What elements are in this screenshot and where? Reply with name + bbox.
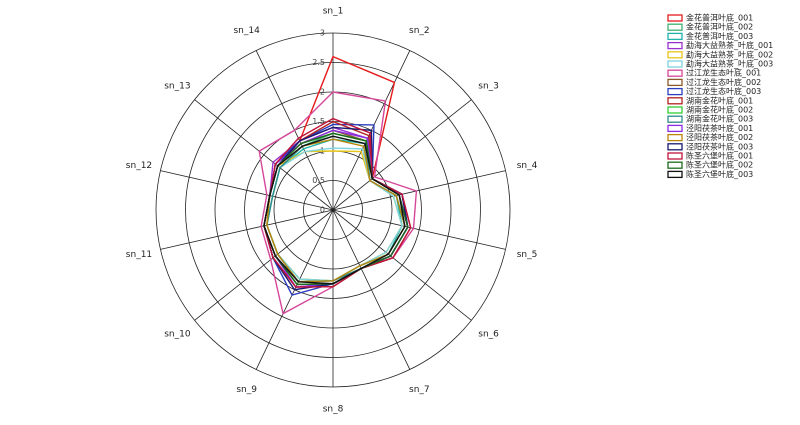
spoke <box>194 209 334 321</box>
legend-label: 金花普洱叶底_002 <box>686 22 753 32</box>
legend-swatch <box>667 133 683 142</box>
series-line <box>263 120 412 288</box>
legend-swatch <box>667 124 683 133</box>
legend-swatch <box>667 87 683 96</box>
axis-label: sn_9 <box>236 385 257 395</box>
legend-swatch <box>667 41 683 50</box>
legend-swatch <box>667 78 683 87</box>
axis-label: sn_1 <box>323 7 344 17</box>
r-tick-label: 3 <box>320 29 325 38</box>
axis-label: sn_7 <box>409 385 430 395</box>
legend-swatch <box>667 23 683 31</box>
series-line <box>263 55 409 286</box>
r-tick-label: 1.5 <box>312 117 325 126</box>
legend-swatch <box>667 14 683 22</box>
legend-label: 泾阳茯茶叶底_001 <box>686 123 753 133</box>
axis-label: sn_3 <box>478 81 499 91</box>
spoke <box>332 209 411 370</box>
legend-swatch <box>667 152 683 160</box>
legend-label: 金花普洱叶底_001 <box>686 13 753 23</box>
spoke <box>160 170 334 211</box>
legend-label: 勐海大益熟茶_叶底_001 <box>686 40 773 50</box>
legend-swatch <box>667 143 683 151</box>
spoke <box>194 99 334 211</box>
legend-label: 泾阳茯茶叶底_003 <box>686 141 753 151</box>
legend-swatch <box>667 106 683 114</box>
legend-label: 金花普洱叶底_003 <box>686 31 753 41</box>
legend-swatch <box>667 60 683 68</box>
series-line <box>263 135 406 285</box>
legend-label: 过江龙生态叶底_002 <box>686 77 761 87</box>
legend-label: 勐海大益熟茶_叶底_002 <box>686 49 773 59</box>
legend-swatch <box>667 170 683 179</box>
axis-label: sn_14 <box>233 26 260 36</box>
legend-label: 勐海大益熟茶_叶底_003 <box>686 59 773 69</box>
axis-label: sn_4 <box>517 161 538 171</box>
legend-label: 湖南金花叶底_003 <box>686 114 753 124</box>
r-tick-label: 2 <box>320 88 325 97</box>
r-tick-label: 0 <box>320 206 325 215</box>
axis-label: sn_5 <box>517 250 538 260</box>
axis-label: sn_8 <box>323 405 344 415</box>
legend-label: 过江龙生态叶底_003 <box>686 86 761 96</box>
legend-label: 陈圣六堡叶底_003 <box>686 169 753 179</box>
legend-swatch <box>667 115 683 123</box>
axis-label: sn_6 <box>478 330 499 340</box>
spoke <box>332 209 506 250</box>
axis-label: sn_2 <box>409 26 430 36</box>
legend-swatch <box>667 97 683 105</box>
spoke <box>332 209 472 321</box>
spoke <box>332 170 506 211</box>
legend-label: 陈圣六堡叶底_001 <box>686 151 753 161</box>
axis-label: sn_10 <box>164 330 191 340</box>
legend-swatch <box>667 32 683 41</box>
legend-label: 陈圣六堡叶底_002 <box>686 160 753 170</box>
series-line <box>263 117 412 288</box>
spoke <box>332 99 472 211</box>
legend-swatch <box>667 51 683 59</box>
axis-label: sn_12 <box>126 161 152 171</box>
legend-label: 泾阳茯茶叶底_002 <box>686 132 753 142</box>
axis-label: sn_13 <box>164 81 190 91</box>
legend-label: 过江龙生态叶底_001 <box>686 68 761 78</box>
legend-label: 湖南金花叶底_002 <box>686 105 753 115</box>
legend-label: 湖南金花叶底_001 <box>686 95 753 105</box>
legend-swatch <box>667 161 683 169</box>
legend-swatch <box>667 69 683 77</box>
spoke <box>160 209 334 250</box>
r-tick-label: 2.5 <box>312 58 325 67</box>
axis-label: sn_11 <box>126 250 152 260</box>
